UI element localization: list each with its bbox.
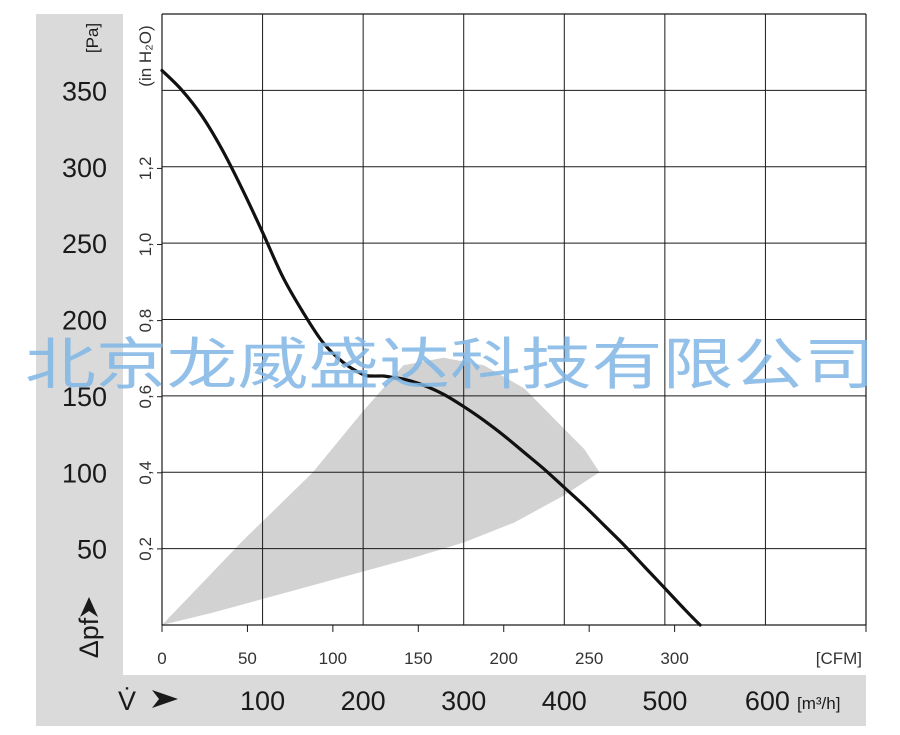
cfm-unit-label: [CFM] <box>816 649 862 668</box>
inh2o-tick-label: 1,2 <box>136 157 155 181</box>
inh2o-tick-label: 0,6 <box>136 385 155 409</box>
x-unit-label: [m³/h] <box>797 694 840 713</box>
y-axis-title: Δpf <box>74 617 104 658</box>
x-tick-label: 600 <box>745 686 790 716</box>
inh2o-tick-label: 0,2 <box>136 537 155 561</box>
x-tick-label: 200 <box>341 686 386 716</box>
y-axis-arrow <box>80 597 98 617</box>
y-tick-label: 200 <box>62 306 107 336</box>
cfm-tick-label: 50 <box>238 649 257 668</box>
y-tick-label: 150 <box>62 382 107 412</box>
bottom-axis-band <box>36 675 866 726</box>
y-tick-label: 50 <box>77 535 107 565</box>
x-tick-label: 300 <box>441 686 486 716</box>
y-tick-label: 300 <box>62 153 107 183</box>
characteristic-curve <box>160 68 702 627</box>
cfm-tick-label: 150 <box>404 649 432 668</box>
inh2o-unit-label: (in H₂O) <box>136 25 155 86</box>
plot-frame <box>157 13 867 632</box>
series-line <box>160 68 702 627</box>
y-tick-label: 250 <box>62 229 107 259</box>
inh2o-tick-label: 0,8 <box>136 309 155 333</box>
cfm-tick-label: 300 <box>660 649 688 668</box>
x-tick-label: 100 <box>240 686 285 716</box>
grid <box>162 14 866 625</box>
y-tick-label: 350 <box>62 76 107 106</box>
inh2o-tick-label: 0,4 <box>136 461 155 485</box>
watermark: 北京龙威盛达科技有限公司 <box>25 333 875 398</box>
left-axis-band <box>36 14 123 726</box>
cfm-tick-label: 250 <box>575 649 603 668</box>
x-tick-label: 400 <box>542 686 587 716</box>
y-tick-label: 100 <box>62 458 107 488</box>
axis-labels: 50 100 150 200 250 300 350 [Pa] 0,2 0,4 0,6 0,8 1,0 1… <box>62 23 862 716</box>
cfm-tick-label: 0 <box>157 649 166 668</box>
y-unit-label: [Pa] <box>83 23 102 53</box>
cfm-tick-label: 100 <box>319 649 347 668</box>
x-axis-title: V̇ <box>118 686 136 716</box>
x-tick-label: 500 <box>642 686 687 716</box>
x-axis-arrow <box>152 690 178 708</box>
cfm-tick-label: 200 <box>490 649 518 668</box>
inh2o-tick-label: 1,0 <box>136 233 155 257</box>
